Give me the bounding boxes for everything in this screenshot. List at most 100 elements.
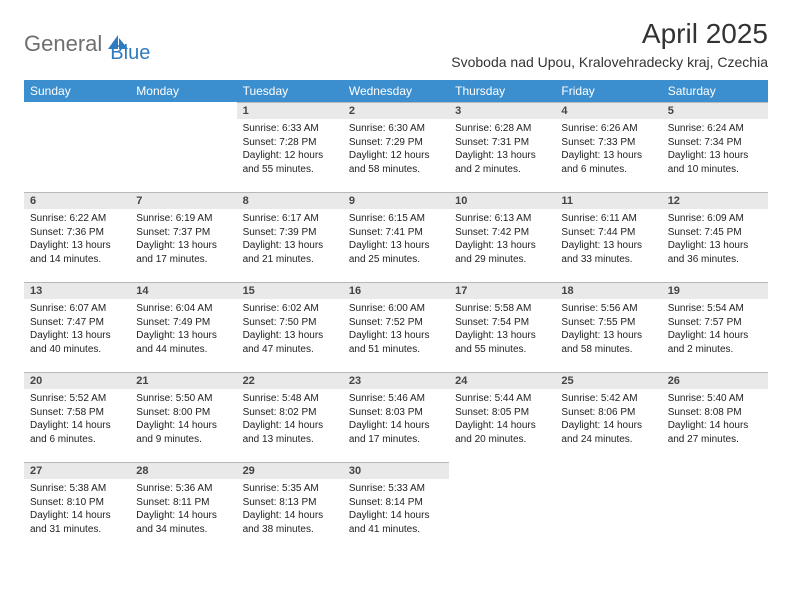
- sunset-line: Sunset: 7:54 PM: [455, 316, 549, 330]
- daylight-line: Daylight: 13 hours and 36 minutes.: [668, 239, 762, 266]
- day-body: Sunrise: 6:17 AMSunset: 7:39 PMDaylight:…: [237, 209, 343, 272]
- calendar-cell: 21Sunrise: 5:50 AMSunset: 8:00 PMDayligh…: [130, 372, 236, 462]
- day-number: 27: [24, 462, 130, 479]
- daylight-line: Daylight: 13 hours and 21 minutes.: [243, 239, 337, 266]
- logo: General Blue: [24, 18, 150, 65]
- daylight-line: Daylight: 13 hours and 17 minutes.: [136, 239, 230, 266]
- day-number: 7: [130, 192, 236, 209]
- sunrise-line: Sunrise: 6:07 AM: [30, 302, 124, 316]
- day-number: 20: [24, 372, 130, 389]
- calendar-cell: 20Sunrise: 5:52 AMSunset: 7:58 PMDayligh…: [24, 372, 130, 462]
- sunset-line: Sunset: 7:37 PM: [136, 226, 230, 240]
- sunset-line: Sunset: 7:31 PM: [455, 136, 549, 150]
- calendar-cell: 1Sunrise: 6:33 AMSunset: 7:28 PMDaylight…: [237, 102, 343, 192]
- day-number: 10: [449, 192, 555, 209]
- day-body: Sunrise: 6:26 AMSunset: 7:33 PMDaylight:…: [555, 119, 661, 182]
- day-body: Sunrise: 6:15 AMSunset: 7:41 PMDaylight:…: [343, 209, 449, 272]
- day-body: Sunrise: 6:24 AMSunset: 7:34 PMDaylight:…: [662, 119, 768, 182]
- day-number: 2: [343, 102, 449, 119]
- daylight-line: Daylight: 14 hours and 24 minutes.: [561, 419, 655, 446]
- daylight-line: Daylight: 13 hours and 2 minutes.: [455, 149, 549, 176]
- sunset-line: Sunset: 7:45 PM: [668, 226, 762, 240]
- daylight-line: Daylight: 14 hours and 38 minutes.: [243, 509, 337, 536]
- daylight-line: Daylight: 14 hours and 20 minutes.: [455, 419, 549, 446]
- calendar-table: SundayMondayTuesdayWednesdayThursdayFrid…: [24, 80, 768, 552]
- sunrise-line: Sunrise: 5:33 AM: [349, 482, 443, 496]
- calendar-cell: 11Sunrise: 6:11 AMSunset: 7:44 PMDayligh…: [555, 192, 661, 282]
- calendar-cell: 12Sunrise: 6:09 AMSunset: 7:45 PMDayligh…: [662, 192, 768, 282]
- day-number: 23: [343, 372, 449, 389]
- sunset-line: Sunset: 7:57 PM: [668, 316, 762, 330]
- day-header: Friday: [555, 80, 661, 102]
- sunrise-line: Sunrise: 6:24 AM: [668, 122, 762, 136]
- day-body: Sunrise: 6:07 AMSunset: 7:47 PMDaylight:…: [24, 299, 130, 362]
- sunrise-line: Sunrise: 5:46 AM: [349, 392, 443, 406]
- sunrise-line: Sunrise: 6:11 AM: [561, 212, 655, 226]
- calendar-cell: 27Sunrise: 5:38 AMSunset: 8:10 PMDayligh…: [24, 462, 130, 552]
- day-number: 22: [237, 372, 343, 389]
- day-body: Sunrise: 5:54 AMSunset: 7:57 PMDaylight:…: [662, 299, 768, 362]
- day-body: Sunrise: 5:50 AMSunset: 8:00 PMDaylight:…: [130, 389, 236, 452]
- day-body: Sunrise: 5:48 AMSunset: 8:02 PMDaylight:…: [237, 389, 343, 452]
- sunset-line: Sunset: 7:28 PM: [243, 136, 337, 150]
- sunrise-line: Sunrise: 5:48 AM: [243, 392, 337, 406]
- calendar-week-row: 1Sunrise: 6:33 AMSunset: 7:28 PMDaylight…: [24, 102, 768, 192]
- sunset-line: Sunset: 8:13 PM: [243, 496, 337, 510]
- daylight-line: Daylight: 14 hours and 17 minutes.: [349, 419, 443, 446]
- sunset-line: Sunset: 7:42 PM: [455, 226, 549, 240]
- calendar-cell: 19Sunrise: 5:54 AMSunset: 7:57 PMDayligh…: [662, 282, 768, 372]
- day-body: Sunrise: 6:13 AMSunset: 7:42 PMDaylight:…: [449, 209, 555, 272]
- calendar-cell: 7Sunrise: 6:19 AMSunset: 7:37 PMDaylight…: [130, 192, 236, 282]
- sunrise-line: Sunrise: 5:40 AM: [668, 392, 762, 406]
- sunrise-line: Sunrise: 5:36 AM: [136, 482, 230, 496]
- calendar-cell: 6Sunrise: 6:22 AMSunset: 7:36 PMDaylight…: [24, 192, 130, 282]
- day-number: 8: [237, 192, 343, 209]
- day-number: 9: [343, 192, 449, 209]
- day-header: Saturday: [662, 80, 768, 102]
- sunset-line: Sunset: 8:10 PM: [30, 496, 124, 510]
- day-body: Sunrise: 5:56 AMSunset: 7:55 PMDaylight:…: [555, 299, 661, 362]
- sunrise-line: Sunrise: 6:30 AM: [349, 122, 443, 136]
- day-body: Sunrise: 6:09 AMSunset: 7:45 PMDaylight:…: [662, 209, 768, 272]
- day-body: Sunrise: 5:40 AMSunset: 8:08 PMDaylight:…: [662, 389, 768, 452]
- sunset-line: Sunset: 7:41 PM: [349, 226, 443, 240]
- sunset-line: Sunset: 8:02 PM: [243, 406, 337, 420]
- day-body: Sunrise: 5:33 AMSunset: 8:14 PMDaylight:…: [343, 479, 449, 542]
- daylight-line: Daylight: 13 hours and 51 minutes.: [349, 329, 443, 356]
- day-body: Sunrise: 5:58 AMSunset: 7:54 PMDaylight:…: [449, 299, 555, 362]
- sunset-line: Sunset: 8:03 PM: [349, 406, 443, 420]
- day-body: Sunrise: 5:36 AMSunset: 8:11 PMDaylight:…: [130, 479, 236, 542]
- day-number: 3: [449, 102, 555, 119]
- calendar-week-row: 27Sunrise: 5:38 AMSunset: 8:10 PMDayligh…: [24, 462, 768, 552]
- day-number: 25: [555, 372, 661, 389]
- day-header: Sunday: [24, 80, 130, 102]
- calendar-cell: [449, 462, 555, 552]
- sunset-line: Sunset: 7:44 PM: [561, 226, 655, 240]
- day-number: 16: [343, 282, 449, 299]
- sunset-line: Sunset: 7:36 PM: [30, 226, 124, 240]
- sunrise-line: Sunrise: 5:54 AM: [668, 302, 762, 316]
- daylight-line: Daylight: 13 hours and 47 minutes.: [243, 329, 337, 356]
- daylight-line: Daylight: 12 hours and 58 minutes.: [349, 149, 443, 176]
- sunrise-line: Sunrise: 6:09 AM: [668, 212, 762, 226]
- calendar-cell: 3Sunrise: 6:28 AMSunset: 7:31 PMDaylight…: [449, 102, 555, 192]
- calendar-cell: 13Sunrise: 6:07 AMSunset: 7:47 PMDayligh…: [24, 282, 130, 372]
- sunset-line: Sunset: 7:49 PM: [136, 316, 230, 330]
- day-body: Sunrise: 6:02 AMSunset: 7:50 PMDaylight:…: [237, 299, 343, 362]
- day-body: Sunrise: 6:30 AMSunset: 7:29 PMDaylight:…: [343, 119, 449, 182]
- calendar-cell: 15Sunrise: 6:02 AMSunset: 7:50 PMDayligh…: [237, 282, 343, 372]
- day-body: Sunrise: 6:22 AMSunset: 7:36 PMDaylight:…: [24, 209, 130, 272]
- calendar-cell: 18Sunrise: 5:56 AMSunset: 7:55 PMDayligh…: [555, 282, 661, 372]
- calendar-cell: 28Sunrise: 5:36 AMSunset: 8:11 PMDayligh…: [130, 462, 236, 552]
- calendar-week-row: 6Sunrise: 6:22 AMSunset: 7:36 PMDaylight…: [24, 192, 768, 282]
- calendar-cell: 2Sunrise: 6:30 AMSunset: 7:29 PMDaylight…: [343, 102, 449, 192]
- day-number: 17: [449, 282, 555, 299]
- day-body: Sunrise: 5:46 AMSunset: 8:03 PMDaylight:…: [343, 389, 449, 452]
- calendar-cell: 14Sunrise: 6:04 AMSunset: 7:49 PMDayligh…: [130, 282, 236, 372]
- day-number: 4: [555, 102, 661, 119]
- month-title: April 2025: [451, 18, 768, 50]
- day-number: 24: [449, 372, 555, 389]
- sunset-line: Sunset: 7:58 PM: [30, 406, 124, 420]
- sunrise-line: Sunrise: 6:33 AM: [243, 122, 337, 136]
- calendar-body: 1Sunrise: 6:33 AMSunset: 7:28 PMDaylight…: [24, 102, 768, 552]
